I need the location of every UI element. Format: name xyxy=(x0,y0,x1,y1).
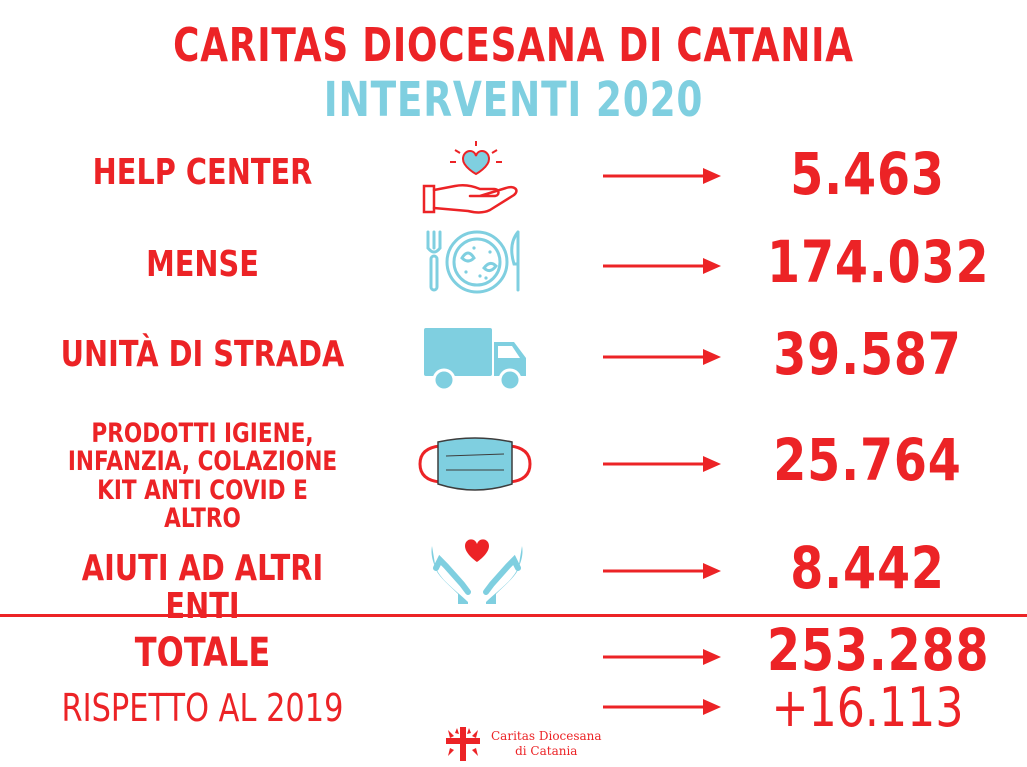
arrow-right-icon xyxy=(603,699,721,715)
stat-row-unita-di-strada: UNITÀ DI STRADA 39.587 xyxy=(0,318,1027,398)
arrow-right-icon xyxy=(603,563,721,579)
page-subtitle: INTERVENTI 2020 xyxy=(323,72,704,128)
logo-line: di Catania xyxy=(515,744,578,758)
stat-label: HELP CENTER xyxy=(92,152,313,193)
hands-holding-heart-icon xyxy=(431,539,523,604)
heart-in-hand-icon xyxy=(422,141,518,214)
stat-row-mense: MENSE 174.032 xyxy=(0,228,1027,308)
total-value: 253.288 xyxy=(767,616,990,684)
logo-line: Caritas Diocesana xyxy=(491,729,602,743)
stat-value: 39.587 xyxy=(773,320,962,388)
stat-value: 25.764 xyxy=(773,426,962,494)
stat-label: AIUTI AD ALTRI ENTI xyxy=(81,548,324,627)
face-mask-icon xyxy=(418,437,532,491)
arrow-right-icon xyxy=(603,349,721,365)
stat-label-line: KIT ANTI COVID E ALTRO xyxy=(97,474,308,535)
section-divider xyxy=(0,614,1027,617)
stat-label: MENSE xyxy=(146,244,259,285)
stat-label: PRODOTTI IGIENE, INFANZIA, COLAZIONE KIT… xyxy=(57,418,349,535)
logo-text: Caritas Diocesana di Catania xyxy=(491,729,602,759)
arrow-right-icon xyxy=(603,456,721,472)
stat-value: 5.463 xyxy=(790,140,945,208)
comparison-value: +16.113 xyxy=(771,676,964,739)
arrow-right-icon xyxy=(603,168,721,184)
caritas-logo xyxy=(446,727,480,761)
arrow-right-icon xyxy=(603,649,721,665)
plate-fork-knife-icon xyxy=(426,230,520,294)
stat-label: UNITÀ DI STRADA xyxy=(60,334,345,375)
stat-row-aiuti-ad-altri-enti: AIUTI AD ALTRI ENTI 8.442 xyxy=(0,532,1027,625)
total-label: TOTALE xyxy=(134,630,271,676)
stat-label-line: INFANZIA, COLAZIONE xyxy=(67,446,338,478)
stat-row-help-center: HELP CENTER 5.463 xyxy=(0,140,1027,220)
stat-label-line: PRODOTTI IGIENE, xyxy=(91,418,314,449)
stat-value: 174.032 xyxy=(767,228,990,296)
page-title: CARITAS DIOCESANA DI CATANIA xyxy=(173,18,854,72)
stat-row-prodotti-igiene: PRODOTTI IGIENE, INFANZIA, COLAZIONE KIT… xyxy=(0,419,1027,532)
arrow-right-icon xyxy=(603,258,721,274)
truck-icon xyxy=(424,328,526,392)
comparison-label: RISPETTO AL 2019 xyxy=(61,686,344,730)
stat-value: 8.442 xyxy=(790,534,945,602)
